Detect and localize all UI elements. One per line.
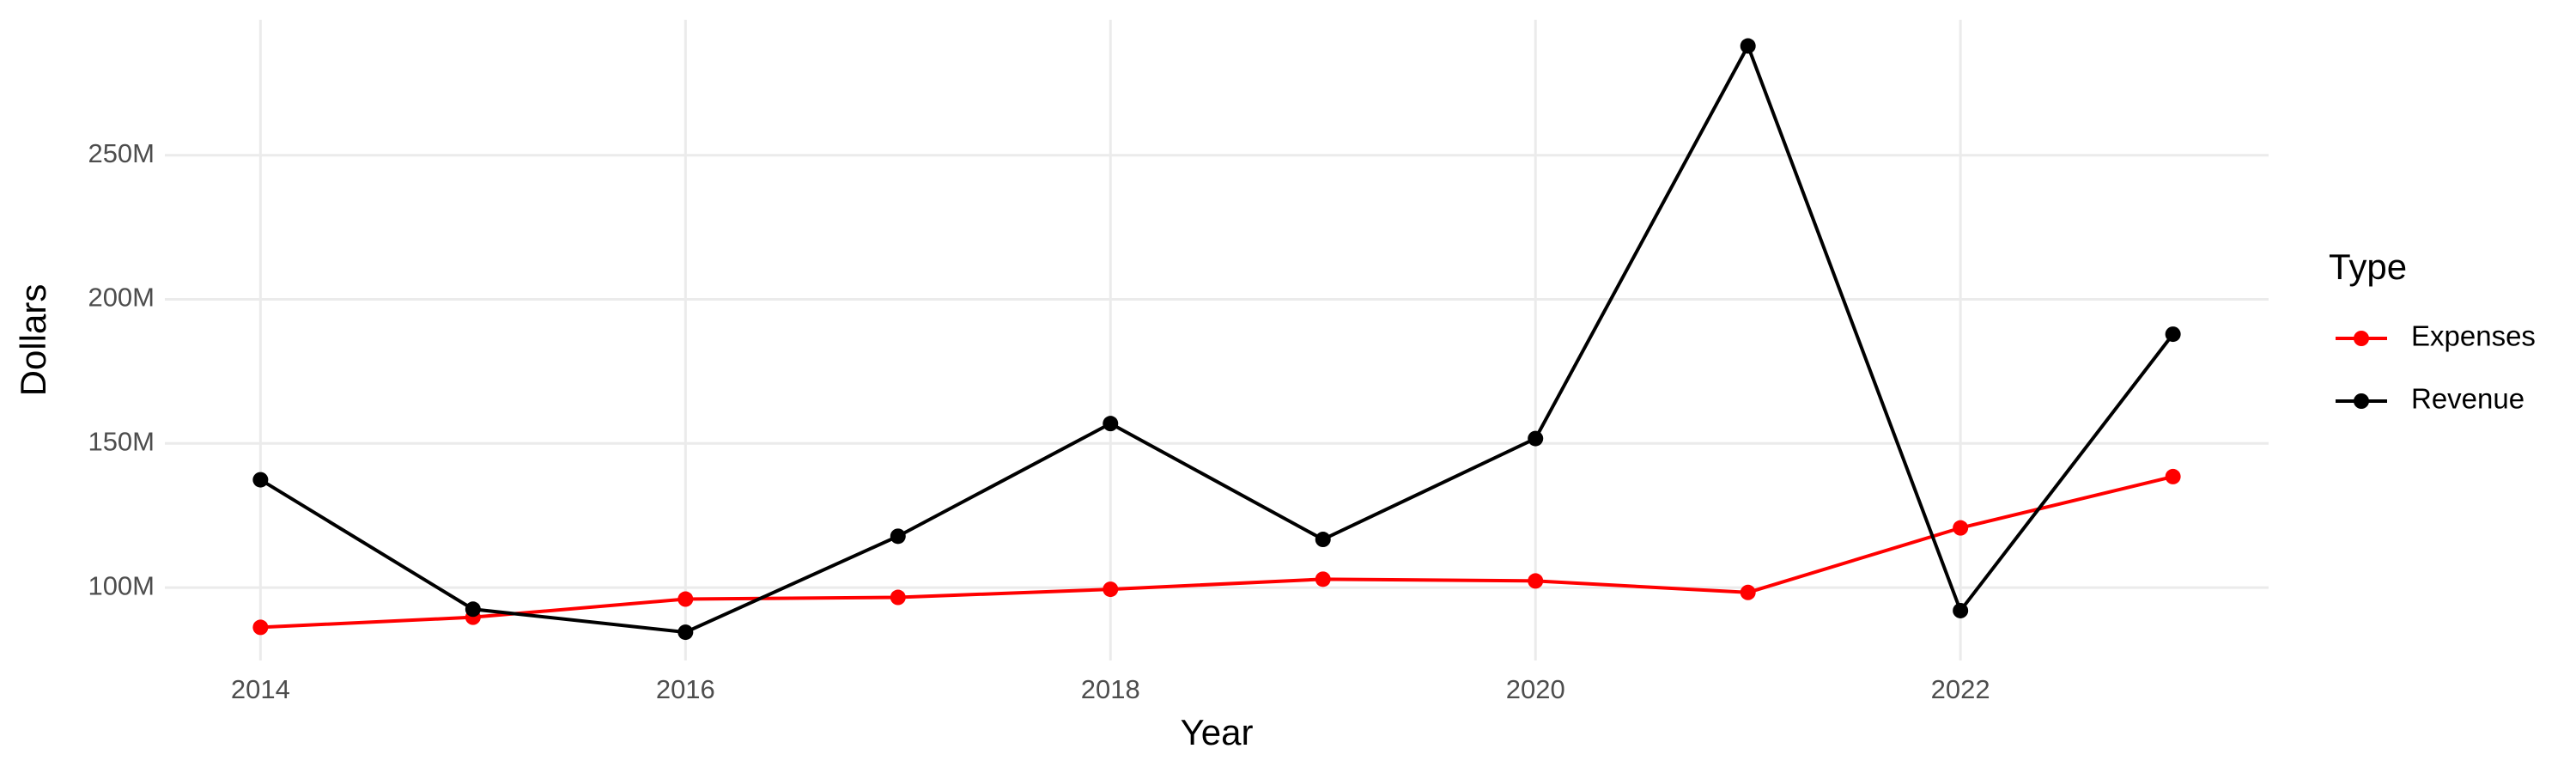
data-point: [2165, 326, 2181, 343]
data-point: [1315, 571, 1331, 587]
data-point: [1953, 520, 1969, 536]
x-axis-title: Year: [1181, 712, 1254, 752]
data-point: [890, 528, 906, 545]
legend-title: Type: [2329, 247, 2407, 287]
legend-swatch: [2354, 331, 2369, 346]
data-point: [252, 619, 269, 636]
y-tick-label: 250M: [88, 138, 155, 168]
x-tick-label: 2016: [656, 674, 715, 704]
data-point: [1103, 416, 1119, 432]
data-point: [2165, 468, 2181, 484]
data-point: [1528, 573, 1544, 589]
legend-label: Revenue: [2411, 383, 2524, 415]
data-point: [1953, 602, 1969, 618]
y-tick-label: 100M: [88, 570, 155, 600]
legend-label: Expenses: [2411, 320, 2536, 352]
x-tick-label: 2018: [1081, 674, 1140, 704]
data-point: [890, 589, 906, 606]
data-point: [677, 591, 694, 607]
data-point: [1528, 430, 1544, 447]
data-point: [677, 624, 694, 641]
y-tick-label: 150M: [88, 426, 155, 456]
series-line: [260, 474, 2174, 630]
y-axis-title: Dollars: [13, 284, 53, 397]
x-tick-label: 2022: [1931, 674, 1990, 704]
y-tick-label: 200M: [88, 283, 155, 313]
data-point: [1103, 581, 1119, 598]
x-tick-label: 2014: [231, 674, 290, 704]
series-line: [259, 41, 2175, 635]
data-point: [1315, 532, 1331, 548]
data-point: [1740, 38, 1756, 54]
data-point: [1740, 584, 1756, 600]
data-point: [252, 472, 269, 488]
data-point: [465, 601, 481, 618]
x-tick-label: 2020: [1506, 674, 1565, 704]
legend-swatch: [2354, 393, 2369, 409]
